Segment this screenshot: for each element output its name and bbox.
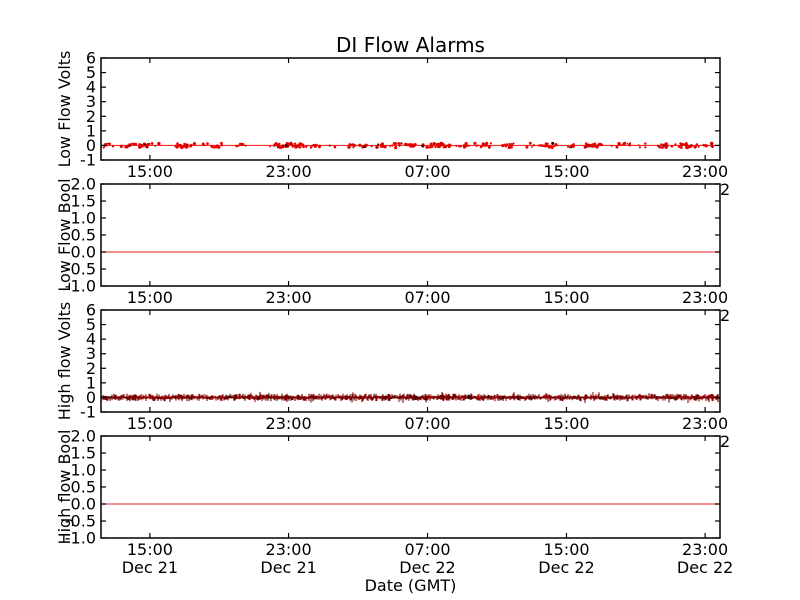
- x-tick-marks: [149, 184, 706, 286]
- x-tick-time-label: 07:00: [404, 162, 450, 181]
- clipped-date-label-3: 2: [720, 432, 731, 451]
- x-tick-time-label: 23:00: [682, 414, 728, 433]
- y-tick-label: -1: [80, 151, 96, 170]
- x-tick-time-label: 15:00: [543, 162, 589, 181]
- y-tick-label: 0.0: [71, 243, 96, 262]
- y-tick-marks: [101, 435, 720, 539]
- y-tick-label: 0: [86, 388, 96, 407]
- y-tick-label: 2: [86, 107, 96, 126]
- x-tick-time-label: 15:00: [543, 288, 589, 307]
- y-tick-label: 2.0: [71, 175, 96, 194]
- y-tick-labels: 2.01.51.00.50.0-0.5-1.0: [65, 175, 96, 296]
- plot-background: [101, 436, 720, 538]
- subplot-low-flow-bool: 2.01.51.00.50.0-0.5-1.015:00 23:00 07:00 15…: [65, 175, 728, 308]
- y-tick-marks: [101, 57, 720, 161]
- x-tick-labels: 15:00 23:00 07:00 15:00 23:00: [127, 288, 728, 307]
- y-tick-label: 0: [86, 136, 96, 155]
- x-tick-marks: [149, 58, 706, 160]
- axes-spines: [100, 309, 721, 413]
- y-tick-label: 6: [86, 301, 96, 320]
- clipped-date-label-1: 2: [720, 180, 731, 199]
- y-tick-label: 1.0: [71, 209, 96, 228]
- y-tick-label: 0.5: [71, 478, 96, 497]
- y-tick-label: 3: [86, 92, 96, 111]
- x-tick-labels: 15:00 23:00 07:00 15:00 23:00: [127, 414, 728, 433]
- y-tick-label: 1: [86, 373, 96, 392]
- clipped-date-label-2: 2: [720, 306, 731, 325]
- x-tick-time-label: 15:00: [127, 288, 173, 307]
- y-tick-label: 3: [86, 344, 96, 363]
- x-tick-time-label: 15:00: [543, 414, 589, 433]
- x-axis-label: Date (GMT): [364, 576, 457, 595]
- y-axis-label-high-flow-bool: High flow Bool: [55, 429, 74, 545]
- y-tick-marks: [101, 309, 720, 413]
- x-tick-time-label: 15:00: [127, 414, 173, 433]
- y-tick-label: -0.5: [65, 512, 96, 531]
- y-tick-label: 0.5: [71, 226, 96, 245]
- x-tick-time-label: 23:00: [682, 162, 728, 181]
- x-tick-time-label: 23:00: [266, 288, 312, 307]
- y-tick-label: -1.0: [65, 529, 96, 548]
- y-tick-label: 1.5: [71, 192, 96, 211]
- y-tick-labels: 2.01.51.00.50.0-0.5-1.0: [65, 427, 96, 548]
- y-tick-label: -1: [80, 403, 96, 422]
- y-tick-label: 2.0: [71, 427, 96, 446]
- y-tick-label: 5: [86, 63, 96, 82]
- y-tick-label: 2: [86, 359, 96, 378]
- x-tick-date-label: Dec 22: [399, 558, 455, 577]
- chart-title: DI Flow Alarms: [336, 33, 485, 57]
- x-tick-time-label: 07:00: [404, 414, 450, 433]
- x-tick-date-label: Dec 21: [260, 558, 316, 577]
- y-tick-label: 1: [86, 121, 96, 140]
- plot-background: [101, 184, 720, 286]
- x-tick-time-label: 15:00: [543, 540, 589, 559]
- x-tick-time-label: 23:00: [266, 162, 312, 181]
- x-tick-labels: 15:00 23:00 07:00 15:00 23:00: [127, 162, 728, 181]
- axes-spines: [100, 57, 721, 161]
- series-high-flow-volts: [101, 391, 720, 403]
- x-tick-time-label: 15:00: [127, 540, 173, 559]
- y-tick-label: 4: [86, 78, 96, 97]
- x-tick-time-label: 15:00: [127, 162, 173, 181]
- y-tick-label: 1.0: [71, 461, 96, 480]
- x-tick-date-label: Dec 21: [122, 558, 178, 577]
- x-tick-marks: [149, 310, 706, 412]
- x-tick-date-label: Dec 22: [677, 558, 733, 577]
- y-tick-label: 1.5: [71, 444, 96, 463]
- y-tick-marks: [101, 183, 720, 287]
- x-tick-time-label: 23:00: [266, 540, 312, 559]
- x-tick-time-label: 23:00: [266, 414, 312, 433]
- x-tick-time-label: 23:00: [682, 540, 728, 559]
- x-tick-date-label: Dec 22: [538, 558, 594, 577]
- y-tick-label: 6: [86, 49, 96, 68]
- y-tick-label: 5: [86, 315, 96, 334]
- x-tick-marks: [149, 436, 706, 538]
- y-tick-label: 4: [86, 330, 96, 349]
- x-tick-time-label: 23:00: [682, 288, 728, 307]
- y-tick-label: 0.0: [71, 495, 96, 514]
- x-tick-time-label: 07:00: [404, 540, 450, 559]
- y-tick-label: -0.5: [65, 260, 96, 279]
- y-tick-label: -1.0: [65, 277, 96, 296]
- x-tick-time-label: 07:00: [404, 288, 450, 307]
